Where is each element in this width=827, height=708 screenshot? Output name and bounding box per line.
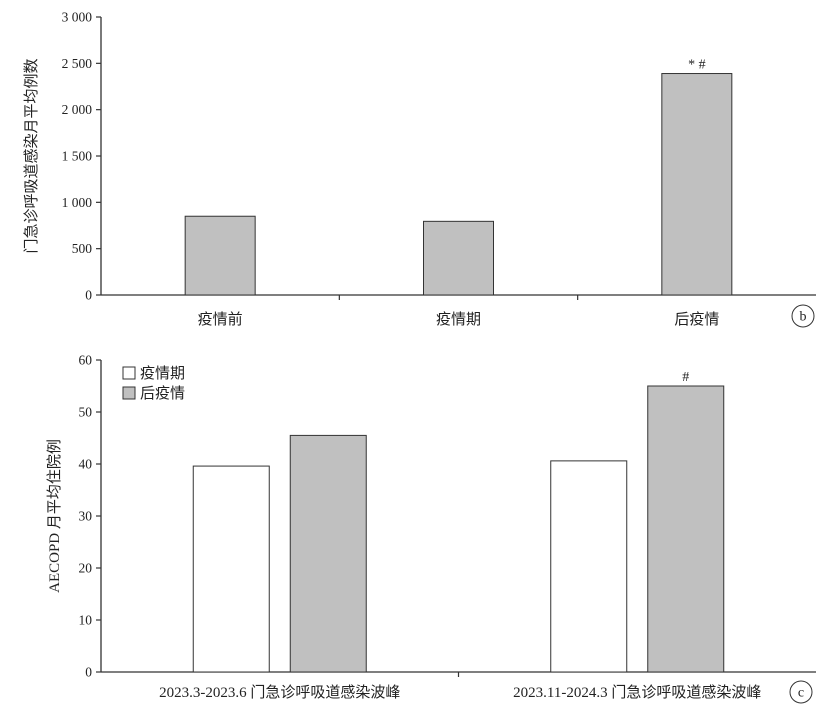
y-tick-label-b: 1 500 (62, 149, 93, 164)
y-axis-title-b: 门急诊呼吸道感染月平均例数 (23, 58, 40, 253)
y-axis-title-c: AECOPD 月平均住院例 (45, 439, 63, 593)
bar-c (647, 385, 725, 673)
category-label-c: 2023.11-2024.3 门急诊呼吸道感染波峰 (513, 684, 761, 701)
category-label-b: 疫情期 (436, 311, 481, 328)
bar-b (184, 215, 256, 296)
panel-label-circle-b (791, 304, 815, 328)
y-tick-label-b: 0 (85, 288, 92, 303)
y-tick-label-c: 10 (79, 613, 93, 628)
panel-label-c: c (798, 686, 804, 701)
bar-c (289, 434, 367, 673)
chart-c: 0 10 20 30 40 50 60 2023.3-2023.6 门急诊呼吸道感染波峰 #20… (45, 353, 816, 704)
y-tick-label-c: 50 (79, 405, 93, 420)
y-tick-label-b: 2 500 (62, 56, 93, 71)
y-tick-label-c: 30 (79, 509, 93, 524)
category-label-c: 2023.3-2023.6 门急诊呼吸道感染波峰 (159, 684, 400, 701)
panel-label-b: b (800, 310, 807, 325)
legend-swatch-c (122, 366, 136, 380)
y-tick-label-c: 0 (85, 665, 92, 680)
significance-mark-c: # (682, 370, 689, 385)
significance-mark-b: * # (688, 58, 706, 73)
category-label-b: 后疫情 (674, 311, 719, 328)
y-tick-label-b: 500 (72, 241, 93, 256)
category-label-b: 疫情前 (198, 311, 243, 328)
y-tick-label-b: 3 000 (62, 10, 93, 25)
legend-label-c: 后疫情 (140, 385, 185, 402)
legend-swatch-c (122, 386, 136, 400)
bar-c (192, 465, 270, 673)
y-tick-label-b: 2 000 (62, 102, 93, 117)
bar-b (661, 73, 733, 296)
y-tick-label-c: 40 (79, 457, 93, 472)
y-tick-label-c: 60 (79, 353, 93, 368)
panel-label-circle-c (789, 680, 813, 704)
legend-label-c: 疫情期 (140, 365, 185, 382)
bar-b (423, 220, 494, 296)
y-tick-label-b: 1 000 (62, 195, 93, 210)
bar-c (550, 460, 628, 673)
chart-b: 0 500 1 000 1 500 2 000 2 500 3 000 疫情前 疫情期 后疫情 * … (23, 10, 816, 328)
y-tick-label-c: 20 (79, 561, 93, 576)
